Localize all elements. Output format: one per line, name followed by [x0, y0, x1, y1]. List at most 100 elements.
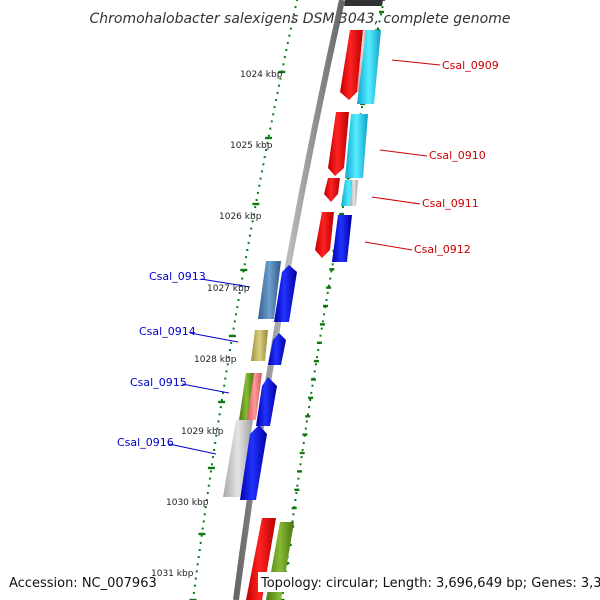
gene-label-csal-0915[interactable]: Csal_0915 — [130, 376, 187, 389]
outer-track-dot — [378, 20, 381, 23]
outer-track-dot — [329, 277, 332, 280]
outer-minor-tick — [279, 598, 285, 600]
inner-track-dot — [285, 49, 288, 51]
outer-minor-tick — [329, 268, 335, 271]
inner-track-dot — [251, 220, 254, 223]
inner-track-dot — [248, 234, 251, 237]
gene-arrow-cyan — [345, 114, 368, 178]
kbp-label: 1024 kbp — [240, 70, 283, 80]
inner-major-tick — [265, 136, 272, 140]
map-title: Chromohalobacter salexigens DSM 3043, co… — [90, 11, 511, 27]
inner-track-dot — [237, 299, 240, 301]
inner-track-dot — [254, 206, 257, 209]
inner-track-dot — [275, 99, 278, 101]
inner-track-dot — [241, 277, 244, 280]
inner-major-tick — [252, 202, 260, 206]
inner-track-dot — [259, 177, 262, 180]
gene-arrow-cyan — [357, 30, 381, 104]
inner-track-dot — [219, 406, 222, 409]
inner-track-dot — [200, 534, 203, 537]
inner-track-dot — [202, 520, 205, 523]
inner-track-dot — [193, 584, 196, 587]
gene-arrow-red — [324, 178, 340, 202]
inner-track-dot — [289, 27, 292, 30]
kbp-label: 1027 kbp — [207, 284, 250, 294]
outer-track-dot — [295, 491, 298, 494]
gene-arrow-blue — [256, 377, 277, 426]
outer-track-dot — [300, 456, 303, 459]
outer-track-dot — [297, 477, 300, 480]
inner-track-dot — [265, 149, 268, 151]
outer-track-dot — [299, 463, 302, 466]
kbp-label: 1025 kbp — [230, 141, 273, 151]
inner-track-dot — [247, 241, 250, 244]
inner-major-tick — [240, 268, 248, 272]
inner-track-dot — [197, 556, 200, 559]
inner-track-dot — [211, 463, 213, 466]
outer-track-dot — [325, 299, 328, 301]
inner-track-dot — [256, 191, 259, 194]
outer-track-dot — [320, 327, 323, 330]
outer-track-dot — [319, 334, 322, 337]
outer-track-dot — [302, 441, 305, 444]
inner-track-dot — [246, 249, 249, 251]
gene-arrow-gray — [350, 180, 358, 206]
gene-arrow-blue — [240, 425, 267, 500]
gene-arrow-salmon — [247, 373, 262, 420]
inner-track-dot — [229, 349, 231, 351]
gene-label-csal-0914[interactable]: Csal_0914 — [139, 325, 196, 338]
gene-arrow-khaki — [251, 330, 268, 361]
outer-track-dot — [308, 406, 311, 409]
outer-minor-tick — [294, 488, 300, 491]
outer-track-dot — [321, 320, 324, 323]
outer-minor-tick — [319, 323, 325, 326]
inner-track-dot — [217, 420, 220, 423]
outer-minor-tick — [339, 212, 345, 216]
inner-track-dot — [288, 34, 291, 37]
gene-label-connectors — [168, 59, 441, 455]
inner-track-dot — [209, 470, 212, 473]
gene-labels: Csal_0909 Csal_0910 Csal_0911 Csal_0912 … — [117, 59, 499, 449]
inner-track-dot — [224, 377, 227, 380]
inner-track-dot — [252, 213, 255, 216]
outer-minor-tick — [313, 359, 319, 363]
inner-track-dot — [216, 427, 219, 430]
gene-label-csal-0913[interactable]: Csal_0913 — [149, 270, 206, 283]
kbp-label: 1029 kbp — [181, 427, 224, 437]
inner-track-dot — [238, 291, 241, 294]
inner-track-dot — [226, 363, 229, 366]
outer-minor-tick — [323, 304, 328, 308]
inner-track-dot — [194, 577, 197, 580]
gene-label-csal-0909[interactable]: Csal_0909 — [442, 59, 499, 72]
connector-line — [371, 196, 421, 205]
inner-track-dot — [250, 227, 253, 230]
outer-minor-tick — [326, 286, 332, 289]
inner-track-dot — [212, 456, 214, 459]
inner-track-dot — [215, 434, 218, 437]
outer-minor-tick — [310, 378, 316, 381]
outer-track-dot — [331, 263, 334, 266]
outer-track-dot — [310, 391, 313, 394]
outer-track-dot — [294, 499, 297, 501]
inner-track-dot — [294, 6, 297, 9]
inner-track-dot — [208, 477, 211, 480]
gene-arrow-gray — [223, 420, 253, 497]
outer-minor-tick — [302, 433, 308, 436]
outer-track-dot — [347, 177, 350, 180]
gene-label-csal-0912[interactable]: Csal_0912 — [414, 243, 471, 256]
gene-arrow-blue — [268, 333, 286, 365]
outer-track-dot — [305, 420, 308, 423]
kbp-label: 1026 kbp — [219, 212, 262, 222]
outer-track-dot — [311, 384, 314, 387]
gene-arrow-steel — [258, 261, 281, 319]
gene-label-csal-0916[interactable]: Csal_0916 — [117, 436, 174, 449]
inner-track-dot — [233, 320, 236, 323]
outer-track-dot — [301, 449, 304, 451]
gene-label-csal-0911[interactable]: Csal_0911 — [422, 197, 479, 210]
gene-label-csal-0910[interactable]: Csal_0910 — [429, 149, 486, 162]
kbp-label: 1031 kbp — [151, 569, 194, 579]
inner-major-tick — [207, 466, 215, 470]
outer-track-dot — [377, 27, 379, 30]
inner-track-dot — [213, 449, 216, 451]
gene-arrow-blue — [332, 215, 352, 262]
